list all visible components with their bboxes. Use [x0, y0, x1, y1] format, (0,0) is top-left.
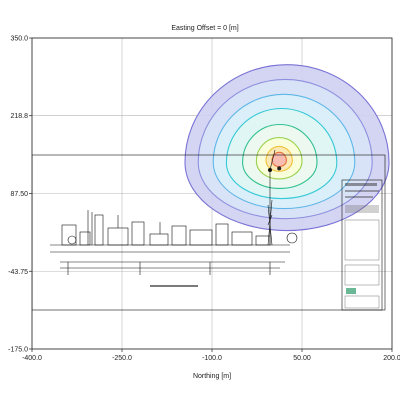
y-tick-label: 350.0 — [10, 36, 28, 43]
x-tick-label: 200.0 — [383, 355, 400, 362]
platform-deck — [50, 210, 298, 287]
radiation-contours — [184, 64, 390, 232]
drawing-frame — [32, 154, 386, 311]
contour-level-8 — [271, 151, 287, 168]
y-tick-label: 218.8 — [10, 113, 28, 120]
facility-schematic — [32, 149, 386, 311]
y-tick-label: -175.0 — [8, 347, 28, 354]
x-tick-label: 50.00 — [293, 355, 311, 362]
x-tick-label: -100.0 — [202, 355, 222, 362]
x-axis-label: Northing [m] — [193, 373, 231, 380]
x-tick-label: -250.0 — [112, 355, 132, 362]
x-tick-label: -400.0 — [22, 355, 42, 362]
y-tick-label: 87.50 — [10, 191, 28, 198]
y-axis-ticks: -175.0 -43.75 87.50 218.8 350.0 — [8, 36, 32, 354]
chart-title: Easting Offset = 0 [m] — [171, 25, 238, 32]
flare-tip-marker — [277, 166, 282, 171]
flare-tower — [267, 149, 276, 246]
x-axis-ticks: -400.0 -250.0 -100.0 50.00 200.0 — [22, 349, 400, 362]
title-block — [341, 179, 383, 311]
y-tick-label: -43.75 — [8, 269, 28, 276]
